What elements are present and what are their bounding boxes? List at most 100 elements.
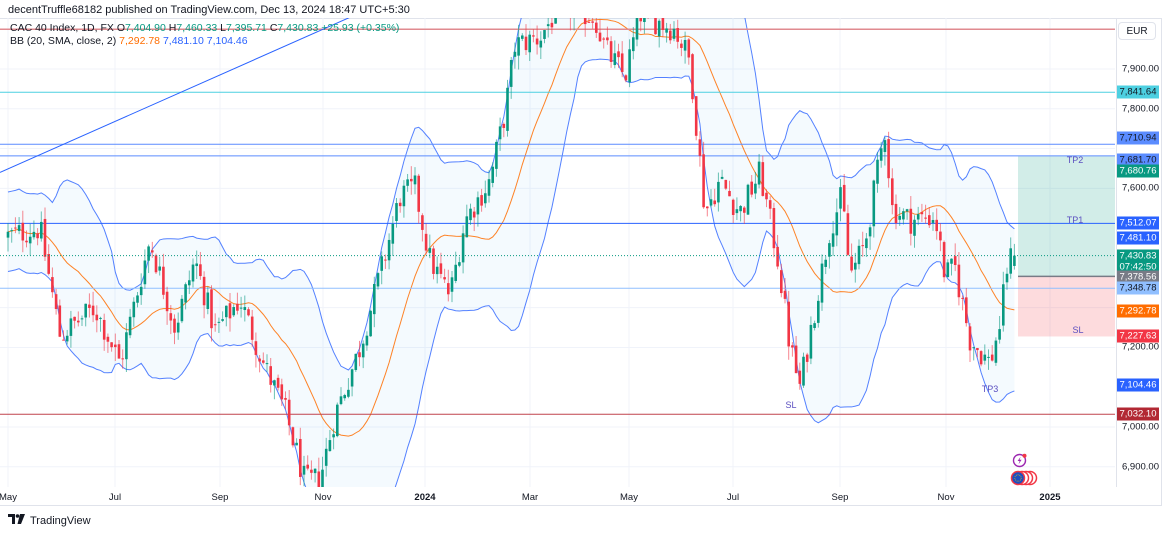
candle-body: [783, 290, 787, 299]
candle-body: [639, 18, 642, 22]
candle-body: [169, 313, 173, 321]
candle-body: [302, 465, 306, 475]
candle-body: [802, 356, 805, 386]
candle-body: [413, 175, 417, 185]
candle-body: [73, 316, 76, 321]
chart-plot-area[interactable]: [0, 18, 1115, 487]
candle-body: [143, 260, 147, 285]
candle-body: [402, 185, 406, 207]
candle-body: [395, 203, 398, 222]
chart-legend: CAC 40 Index, 1D, FX O7,404.90 H7,460.33…: [10, 22, 399, 48]
candle-body: [91, 305, 95, 316]
economic-events-icon[interactable]: [1010, 470, 1038, 491]
candle-body: [805, 354, 809, 362]
price-tick: 7,200.00: [1122, 341, 1159, 353]
candle-body: [509, 60, 513, 87]
bb-lower-value: 7,104.46: [206, 35, 248, 47]
candle-body: [62, 339, 65, 341]
drawing-text-label[interactable]: SL: [1072, 325, 1084, 336]
candle-body: [920, 212, 924, 215]
price-label: 7,512.07: [1117, 216, 1159, 230]
candle-body: [406, 179, 409, 186]
candle-body: [583, 18, 587, 25]
candle-body: [225, 305, 228, 318]
candle-body: [628, 49, 631, 83]
candle-body: [498, 126, 502, 140]
price-label: 07:42:50: [1117, 260, 1159, 274]
candle-body: [213, 324, 217, 326]
candle-body: [517, 37, 520, 56]
trend-line: [0, 18, 350, 173]
candle-body: [424, 233, 428, 251]
candle-body: [154, 255, 158, 273]
close-value: 7,430.83: [277, 22, 319, 34]
stop-loss-zone: [1018, 276, 1115, 337]
candle-body: [632, 37, 635, 52]
time-tick: Nov: [314, 492, 332, 503]
candle-body: [713, 200, 716, 205]
candle-body: [121, 358, 124, 360]
candle-body: [36, 233, 39, 239]
candle-body: [284, 397, 287, 400]
candle-body: [635, 18, 639, 40]
candle-body: [591, 21, 594, 23]
bb-upper-value: 7,481.10: [162, 35, 204, 47]
price-label: 7,681.70: [1117, 153, 1159, 167]
candle-body: [461, 233, 465, 263]
candle-body: [791, 345, 794, 348]
tradingview-logo-icon[interactable]: [8, 514, 26, 527]
candle-body: [417, 175, 420, 212]
price-label: 7,104.46: [1117, 378, 1159, 392]
drawing-text-label[interactable]: TP2: [1066, 155, 1084, 166]
candle-body: [84, 303, 87, 318]
candle-body: [114, 344, 117, 348]
candle-body: [739, 205, 742, 212]
candle-body: [43, 218, 47, 257]
tradingview-brand[interactable]: TradingView: [30, 514, 91, 527]
candle-body: [21, 222, 25, 241]
high-value: 7,460.33: [176, 22, 218, 34]
time-axis[interactable]: May Jul Sep Nov 2024 Mar May Jul Sep Nov 2025: [0, 487, 1116, 506]
drawing-text-label[interactable]: TP1: [1066, 215, 1084, 226]
candle-body: [924, 217, 927, 219]
price-axis[interactable]: [1116, 18, 1162, 487]
candle-body: [532, 35, 535, 37]
candle-body: [28, 236, 32, 244]
candle-body: [780, 270, 783, 294]
candle-body: [654, 18, 657, 35]
candle-body: [898, 215, 901, 220]
candle-body: [798, 370, 802, 384]
symbol-label[interactable]: CAC 40 Index, 1D, FX: [10, 22, 114, 34]
candle-body: [491, 166, 494, 183]
drawing-text-label[interactable]: TP3: [981, 384, 999, 395]
candle-body: [343, 395, 346, 399]
candle-body: [506, 87, 509, 131]
candle-body: [472, 211, 476, 218]
candle-body: [221, 319, 224, 321]
drawing-text-label[interactable]: SL: [785, 400, 797, 411]
candle-body: [746, 184, 750, 215]
bollinger-band-fill: [8, 18, 1015, 487]
candle-body: [350, 369, 354, 387]
candle-body: [458, 262, 461, 266]
candle-body: [824, 259, 827, 267]
candle-body: [210, 289, 213, 329]
candle-body: [587, 21, 591, 23]
candle-body: [554, 18, 557, 24]
currency-button[interactable]: EUR: [1118, 22, 1156, 40]
indicator-label[interactable]: BB (20, SMA, close, 2): [10, 35, 117, 47]
candle-body: [909, 208, 913, 234]
candle-body: [276, 377, 280, 388]
candlestick-chart[interactable]: [0, 18, 1115, 487]
open-value: 7,404.90: [124, 22, 166, 34]
events-icon[interactable]: [1012, 452, 1028, 473]
candle-body: [657, 20, 661, 37]
candle-body: [735, 209, 739, 214]
candle-body: [676, 28, 679, 42]
candle-body: [32, 231, 36, 238]
candle-body: [916, 214, 920, 220]
candle-body: [228, 303, 232, 319]
candle-body: [450, 277, 454, 292]
candle-body: [232, 307, 235, 316]
candle-body: [891, 178, 894, 206]
